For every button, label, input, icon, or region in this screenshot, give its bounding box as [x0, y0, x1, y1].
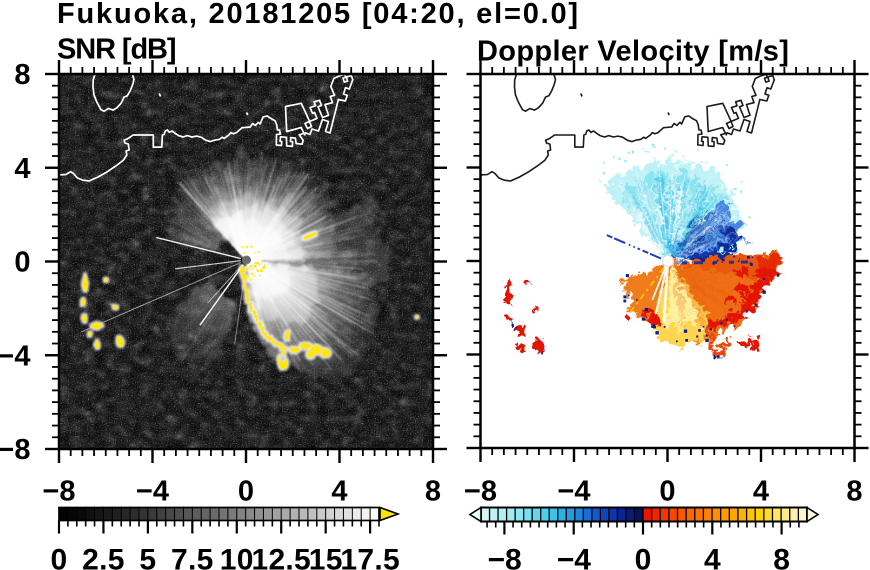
svg-text:−8: −8	[42, 476, 75, 508]
svg-text:−4: −4	[136, 476, 169, 508]
svg-text:2.5: 2.5	[82, 544, 125, 570]
svg-text:0: 0	[635, 544, 652, 570]
svg-text:4: 4	[14, 153, 30, 185]
svg-text:−8: −8	[487, 544, 521, 570]
svg-text:4: 4	[331, 476, 347, 508]
svg-text:7.5: 7.5	[171, 544, 214, 570]
svg-text:−8: −8	[464, 476, 497, 508]
svg-text:−8: −8	[0, 434, 31, 466]
svg-text:8: 8	[846, 476, 862, 508]
svg-text:0: 0	[14, 247, 30, 279]
svg-text:8: 8	[773, 544, 790, 570]
svg-text:4: 4	[753, 476, 769, 508]
svg-text:10: 10	[220, 544, 254, 570]
svg-text:−4: −4	[557, 544, 592, 570]
svg-text:8: 8	[14, 59, 30, 91]
svg-text:17.5: 17.5	[340, 544, 400, 570]
svg-text:4: 4	[704, 544, 721, 570]
svg-text:−4: −4	[557, 476, 590, 508]
svg-text:0: 0	[659, 476, 675, 508]
svg-text:8: 8	[425, 476, 441, 508]
svg-text:−4: −4	[0, 340, 31, 372]
svg-text:Fukuoka, 20181205 [04:20, el=0: Fukuoka, 20181205 [04:20, el=0.0]	[57, 0, 580, 30]
svg-text:SNR [dB]: SNR [dB]	[57, 34, 176, 66]
svg-text:5: 5	[139, 544, 156, 570]
svg-text:Doppler Velocity [m/s]: Doppler Velocity [m/s]	[477, 36, 789, 68]
svg-text:12.5: 12.5	[251, 544, 311, 570]
svg-text:0: 0	[238, 476, 254, 508]
svg-text:15: 15	[309, 544, 343, 570]
svg-text:0: 0	[51, 544, 68, 570]
